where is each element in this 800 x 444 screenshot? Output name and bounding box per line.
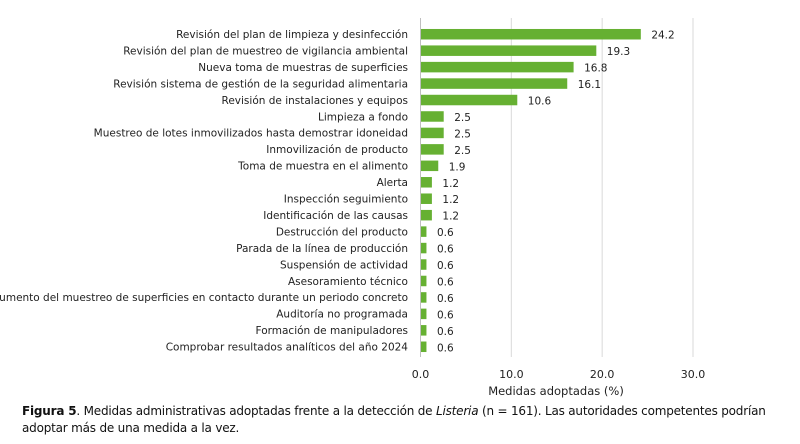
value-label: 16.8: [584, 63, 607, 75]
bar: [421, 325, 427, 336]
x-tick-label: 10.0: [499, 368, 524, 381]
value-label: 1.9: [449, 161, 466, 173]
value-label: 1.2: [442, 211, 459, 223]
value-label: 0.6: [437, 326, 454, 338]
bar: [421, 28, 641, 40]
bar: [421, 275, 427, 287]
bar: [421, 308, 427, 320]
value-label: 19.3: [607, 46, 630, 58]
value-label: 0.6: [437, 342, 454, 354]
bar: [421, 209, 432, 221]
bar: [421, 144, 444, 155]
value-label: 2.5: [454, 145, 471, 157]
category-label: Nueva toma de muestras de superficies: [198, 62, 408, 74]
caption-label: Figura 5: [22, 404, 77, 418]
category-label: Revisión del plan de limpieza y desinfec…: [176, 29, 408, 41]
value-label: 0.6: [437, 293, 454, 305]
category-label: Inspección seguimiento: [284, 194, 408, 206]
category-label: Inmovilización de producto: [266, 144, 408, 156]
figure-caption: Figura 5. Medidas administrativas adopta…: [22, 403, 792, 437]
bar-chart: Revisión del plan de limpieza y desinfec…: [0, 18, 706, 398]
bar: [421, 242, 427, 254]
bar: [421, 94, 518, 106]
bar: [421, 127, 444, 139]
value-label: 10.6: [528, 96, 552, 108]
category-label: Aumento del muestreo de superficies en c…: [0, 292, 408, 304]
value-label: 0.6: [437, 227, 454, 239]
category-label: Identificación de las causas: [263, 210, 408, 222]
bar: [421, 226, 427, 237]
bar: [421, 111, 444, 122]
category-label: Revisión sistema de gestión de la seguri…: [113, 78, 408, 90]
bar: [421, 45, 597, 56]
bar: [421, 341, 427, 353]
bar: [421, 177, 432, 188]
value-label: 0.6: [437, 276, 454, 288]
bar: [421, 193, 432, 204]
value-label: 0.6: [437, 309, 454, 321]
category-label: Parada de la línea de producción: [236, 243, 408, 255]
category-label: Revisión de instalaciones y equipos: [222, 95, 408, 107]
category-label: Asesoramiento técnico: [288, 276, 408, 288]
bar: [421, 160, 439, 172]
category-label: Alerta: [377, 177, 408, 189]
bar: [421, 292, 427, 303]
x-tick-label: 0.0: [412, 368, 430, 381]
value-label: 0.6: [437, 260, 454, 272]
value-label: 24.2: [651, 30, 674, 42]
category-label: Destrucción del producto: [276, 226, 408, 238]
value-label: 2.5: [454, 128, 471, 140]
category-label: Comprobar resultados analíticos del año …: [166, 342, 409, 354]
category-label: Auditoría no programada: [276, 309, 408, 321]
x-tick-label: 30.0: [681, 368, 706, 381]
category-label: Suspensión de actividad: [280, 259, 408, 271]
caption-italic: Listeria: [435, 404, 479, 418]
value-label: 1.2: [442, 178, 459, 190]
category-label: Formación de manipuladores: [256, 325, 408, 337]
category-label: Revisión del plan de muestreo de vigilan…: [123, 45, 408, 57]
value-label: 2.5: [454, 112, 471, 124]
x-axis-label: Medidas adoptadas (%): [488, 384, 624, 398]
bar: [421, 78, 568, 89]
bar: [421, 61, 574, 73]
value-label: 0.6: [437, 244, 454, 256]
x-tick-label: 20.0: [590, 368, 615, 381]
value-label: 1.2: [442, 194, 459, 206]
category-label: Limpieza a fondo: [318, 111, 408, 123]
bar: [421, 259, 427, 270]
category-label: Toma de muestra en el alimento: [237, 161, 408, 173]
category-label: Muestreo de lotes inmovilizados hasta de…: [94, 128, 408, 140]
caption-text-end: (n = 161). Las autoridades competentes p…: [22, 404, 766, 435]
caption-text: . Medidas administrativas adoptadas fren…: [76, 404, 436, 418]
value-label: 16.1: [578, 79, 601, 91]
